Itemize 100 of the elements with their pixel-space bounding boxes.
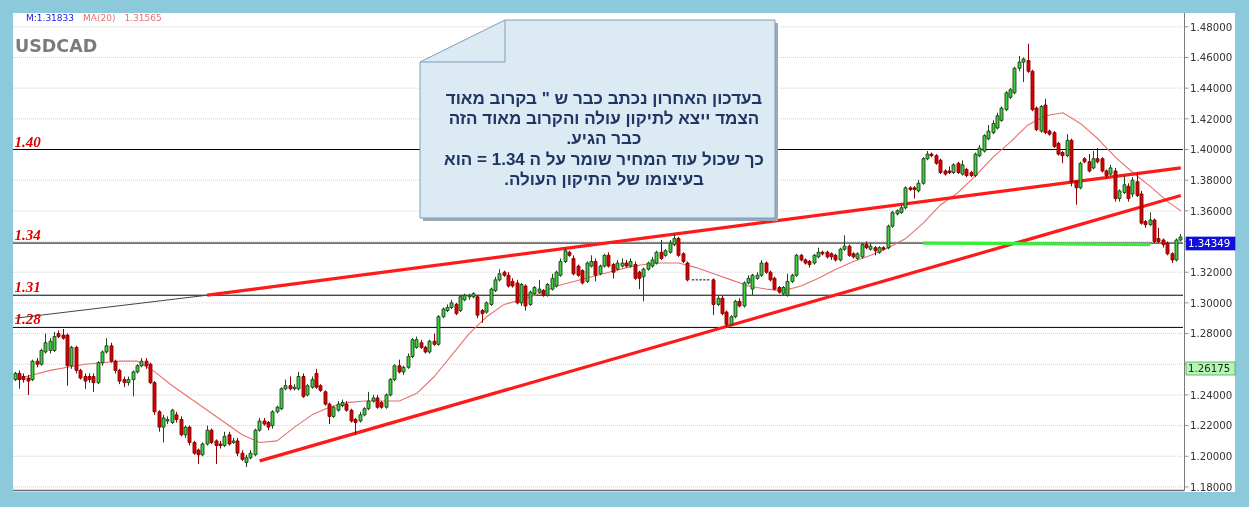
candlestick	[659, 239, 664, 261]
y-tick-label: 1.46000	[1190, 52, 1233, 64]
annotation: M:1.31833	[26, 13, 75, 23]
candlestick	[624, 259, 629, 269]
candlestick	[864, 241, 869, 250]
candlestick	[799, 253, 804, 262]
candlestick	[56, 329, 61, 339]
text: MA(20)	[83, 13, 116, 23]
candlestick	[458, 294, 463, 313]
text: USDCAD	[15, 36, 98, 56]
candlestick	[912, 185, 917, 200]
y-tick-label: 1.36000	[1190, 205, 1233, 217]
candlestick	[244, 454, 249, 468]
ref-line-label: 1.28	[14, 311, 42, 328]
candlestick	[628, 257, 633, 269]
candlestick	[454, 302, 459, 316]
candlestick	[30, 359, 35, 382]
candlestick	[13, 371, 18, 382]
candlestick	[301, 372, 306, 399]
candlestick	[523, 283, 528, 312]
candlestick	[1091, 150, 1096, 170]
y-tick-label: 1.28000	[1190, 328, 1233, 340]
y-tick-label: 1.18000	[1190, 481, 1233, 493]
candlestick	[807, 259, 812, 269]
annotation: כך שכול עוד המחיר שומר על ה 1.34 = הוא בעיצומו של התיקון העולה.	[443, 149, 765, 191]
candlestick	[877, 245, 882, 255]
candlestick	[419, 339, 424, 350]
candlestick	[266, 420, 271, 431]
y-tick-label: 1.44000	[1190, 82, 1233, 94]
candlestick	[615, 259, 620, 272]
candlestick	[759, 259, 764, 278]
candlestick	[868, 242, 873, 252]
candlestick	[231, 437, 236, 445]
y-tick-label: 1.30000	[1190, 297, 1233, 309]
candlestick	[1065, 133, 1070, 158]
candlestick	[222, 431, 227, 448]
candlestick	[541, 288, 546, 298]
annotation: 1.31565	[124, 13, 162, 23]
candlestick	[593, 257, 598, 282]
candlestick	[528, 290, 533, 307]
candlestick	[1152, 218, 1157, 244]
y-tick-label: 1.42000	[1190, 113, 1233, 125]
candlestick	[881, 245, 886, 252]
candlestick	[1078, 161, 1083, 190]
candlestick	[519, 282, 524, 307]
text: 1.26175	[1188, 363, 1231, 375]
candlestick	[1021, 56, 1026, 83]
candlestick	[35, 357, 40, 368]
ref-line-label: 1.40	[14, 133, 42, 150]
candlestick	[951, 162, 956, 175]
candlestick	[358, 411, 363, 424]
candlestick	[17, 369, 22, 390]
candlestick	[829, 251, 834, 261]
candlestick	[1148, 211, 1153, 227]
candlestick	[716, 294, 721, 307]
candlestick	[964, 167, 969, 178]
candlestick	[52, 331, 57, 353]
candlestick	[375, 394, 380, 410]
y-tick-label: 1.32000	[1190, 266, 1233, 278]
candlestick	[296, 371, 301, 391]
candlestick	[833, 253, 838, 262]
y-tick-label: 1.24000	[1190, 389, 1233, 401]
candlestick	[432, 333, 437, 347]
y-tick-label: 1.22000	[1190, 420, 1233, 432]
candlestick	[427, 339, 432, 354]
candlestick	[1113, 167, 1118, 203]
candlestick	[397, 359, 402, 374]
candlestick	[1130, 176, 1135, 198]
candlestick	[1043, 98, 1048, 135]
candlestick	[183, 425, 188, 439]
y-tick-label: 1.20000	[1190, 450, 1233, 462]
candlestick	[314, 368, 319, 390]
y-tick-label: 1.40000	[1190, 144, 1233, 156]
ref-line-label: 1.31	[14, 279, 41, 296]
candlestick	[803, 257, 808, 266]
candlestick	[288, 376, 293, 391]
candlestick	[654, 250, 659, 266]
candlestick	[1108, 164, 1113, 177]
candlestick	[580, 268, 585, 285]
candlestick	[1126, 182, 1131, 203]
y-tick-label: 1.38000	[1190, 174, 1233, 186]
candlestick	[847, 244, 852, 258]
ref-line-label: 1.34	[14, 227, 42, 244]
candlestick	[227, 431, 232, 447]
candlestick	[506, 271, 511, 289]
candlestick	[903, 185, 908, 210]
candlestick	[1039, 104, 1044, 134]
candlestick	[449, 299, 454, 310]
annotation: בעדכון האחרון נכתב כבר ש " בקרוב מאוד הצמד ייצא לתיקון עולה והקרוב מאוד הזה כבר הגיע.	[444, 89, 764, 150]
candlestick	[91, 372, 96, 393]
candlestick	[1174, 237, 1179, 262]
candlestick	[69, 345, 74, 370]
candlestick	[471, 291, 476, 299]
candlestick	[262, 417, 267, 427]
text: 1.34349	[1188, 238, 1231, 250]
candlestick	[947, 165, 952, 175]
candlestick	[65, 333, 70, 387]
y-tick-label: 1.48000	[1190, 21, 1233, 33]
candlestick	[711, 277, 716, 316]
candlestick	[737, 297, 742, 308]
